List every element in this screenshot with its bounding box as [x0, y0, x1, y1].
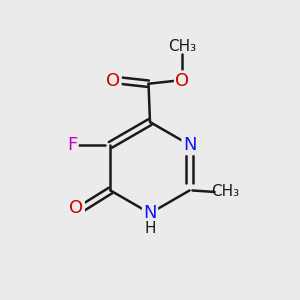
Text: O: O	[175, 72, 190, 90]
Text: O: O	[70, 199, 84, 217]
Text: F: F	[67, 136, 77, 154]
Text: N: N	[183, 136, 196, 154]
Text: O: O	[106, 72, 120, 90]
Text: H: H	[144, 221, 156, 236]
Text: CH₃: CH₃	[211, 184, 239, 200]
Text: CH₃: CH₃	[168, 39, 196, 54]
Text: N: N	[143, 204, 157, 222]
